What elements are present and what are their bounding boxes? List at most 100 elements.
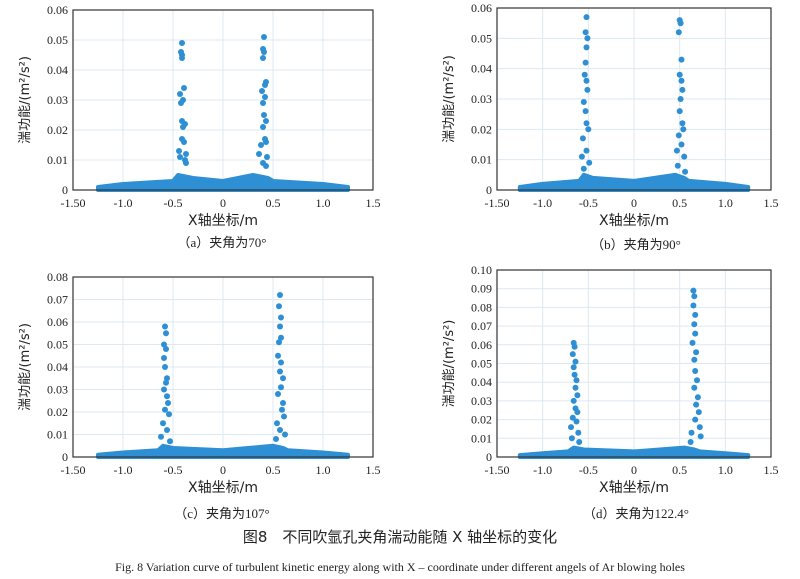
data-point: [262, 94, 268, 100]
y-tick-label: 0.06: [471, 1, 492, 15]
data-point: [692, 311, 699, 318]
x-tick-label: -0.5: [164, 463, 183, 477]
y-tick-label: 0.10: [471, 263, 492, 277]
data-point: [263, 139, 269, 145]
x-tick-label: -0.5: [579, 196, 598, 210]
data-point: [580, 99, 587, 105]
data-point: [582, 59, 589, 66]
y-tick-label: 0.02: [47, 405, 68, 419]
data-point: [695, 409, 702, 416]
data-point: [183, 151, 189, 157]
data-point: [277, 292, 283, 298]
data-point: [264, 154, 270, 160]
data-point: [273, 436, 279, 442]
figure-caption-en: Fig. 8 Variation curve of turbulent kine…: [115, 560, 685, 574]
data-point: [178, 100, 184, 106]
data-point: [181, 139, 187, 145]
y-axis-label: 湍功能/(m²/s²): [18, 323, 33, 411]
data-point: [676, 108, 683, 115]
x-axis-label: X轴坐标/m: [188, 480, 258, 496]
data-point: [571, 371, 578, 378]
y-tick-label: 0: [62, 183, 68, 197]
y-tick-label: 0.01: [47, 153, 68, 167]
data-point: [583, 14, 590, 21]
data-point: [584, 86, 591, 93]
data-point: [176, 148, 182, 154]
data-point: [278, 314, 284, 321]
x-tick-label: 1.5: [764, 463, 779, 477]
y-tick-label: 0.01: [471, 153, 492, 167]
data-point: [692, 416, 699, 423]
data-point: [682, 168, 689, 175]
data-point: [180, 124, 186, 130]
data-point: [691, 321, 698, 328]
x-tick-label: 1.0: [316, 196, 331, 210]
y-tick-label: 0.02: [47, 123, 68, 137]
baseline-point-band: [517, 172, 751, 192]
y-tick-label: 0: [486, 450, 492, 464]
data-point: [677, 96, 684, 102]
y-tick-label: 0: [486, 183, 492, 197]
x-tick-label: 0: [220, 463, 226, 477]
data-point: [584, 35, 591, 42]
y-tick-label: 0.01: [47, 428, 68, 442]
panel-b: 0 0.01 0.02 0.03 0.04 0.05 0.06 -1.50 -1.0 -0.5 0 0…: [442, 1, 779, 229]
data-point: [261, 49, 267, 55]
data-point: [261, 34, 267, 40]
data-point: [689, 339, 696, 346]
data-point: [580, 165, 587, 172]
data-point: [277, 323, 283, 330]
plot-frame: [496, 7, 772, 191]
x-axis-label: X轴坐标/m: [188, 213, 258, 229]
panel-a: 0 0.01 0.02 0.03 0.04 0.05 0.06 -1.50 -1.0 -0.5 0 0…: [18, 3, 381, 229]
data-point: [678, 56, 685, 63]
data-point: [574, 409, 581, 416]
data-point: [569, 351, 576, 358]
y-tick-label: 0.03: [471, 394, 492, 408]
baseline-point-band: [96, 173, 350, 192]
data-point: [690, 287, 697, 294]
data-point: [583, 147, 590, 154]
x-tick-label: -1.0: [114, 463, 133, 477]
y-tick-label: 0.05: [47, 33, 68, 47]
data-point: [166, 411, 172, 418]
data-point: [177, 154, 183, 160]
data-point: [278, 384, 284, 391]
data-point: [583, 44, 590, 51]
caption-a: （a）夹角为70°: [177, 235, 267, 250]
data-point: [161, 386, 167, 393]
x-tick-label: 0: [631, 196, 637, 210]
y-tick-label: 0.05: [47, 338, 68, 352]
y-tick-label: 0.03: [471, 92, 492, 106]
data-point: [578, 153, 585, 160]
data-point: [697, 433, 704, 440]
x-tick-label: 0.5: [672, 196, 687, 210]
data-point: [696, 424, 703, 431]
panel-c: 0 0.01 0.02 0.03 0.04 0.05 0.06 0.07 0.08 -1.50 -1…: [18, 270, 381, 496]
data-point: [263, 118, 269, 124]
data-point: [256, 151, 262, 157]
data-point: [275, 352, 281, 359]
data-point: [570, 364, 577, 371]
data-point: [678, 141, 685, 148]
x-tick-label: 0.5: [266, 463, 281, 477]
y-tick-label: 0.07: [471, 319, 492, 333]
data-point: [263, 163, 269, 169]
data-point: [260, 124, 266, 130]
data-point: [574, 392, 581, 399]
data-point: [679, 86, 686, 93]
y-tick-label: 0.04: [47, 360, 68, 374]
plot-frame: [72, 276, 374, 458]
data-point: [163, 379, 169, 386]
x-tick-label: 1.0: [316, 463, 331, 477]
plot-frame: [72, 9, 374, 191]
data-point: [282, 431, 288, 438]
x-tick-label: 0.5: [672, 463, 687, 477]
y-tick-label: 0.03: [47, 383, 68, 397]
data-point: [158, 433, 164, 440]
y-axis-label: 湍功能/(m²/s²): [442, 55, 457, 143]
data-point: [160, 420, 166, 427]
data-point: [573, 377, 580, 384]
data-point: [573, 418, 580, 425]
